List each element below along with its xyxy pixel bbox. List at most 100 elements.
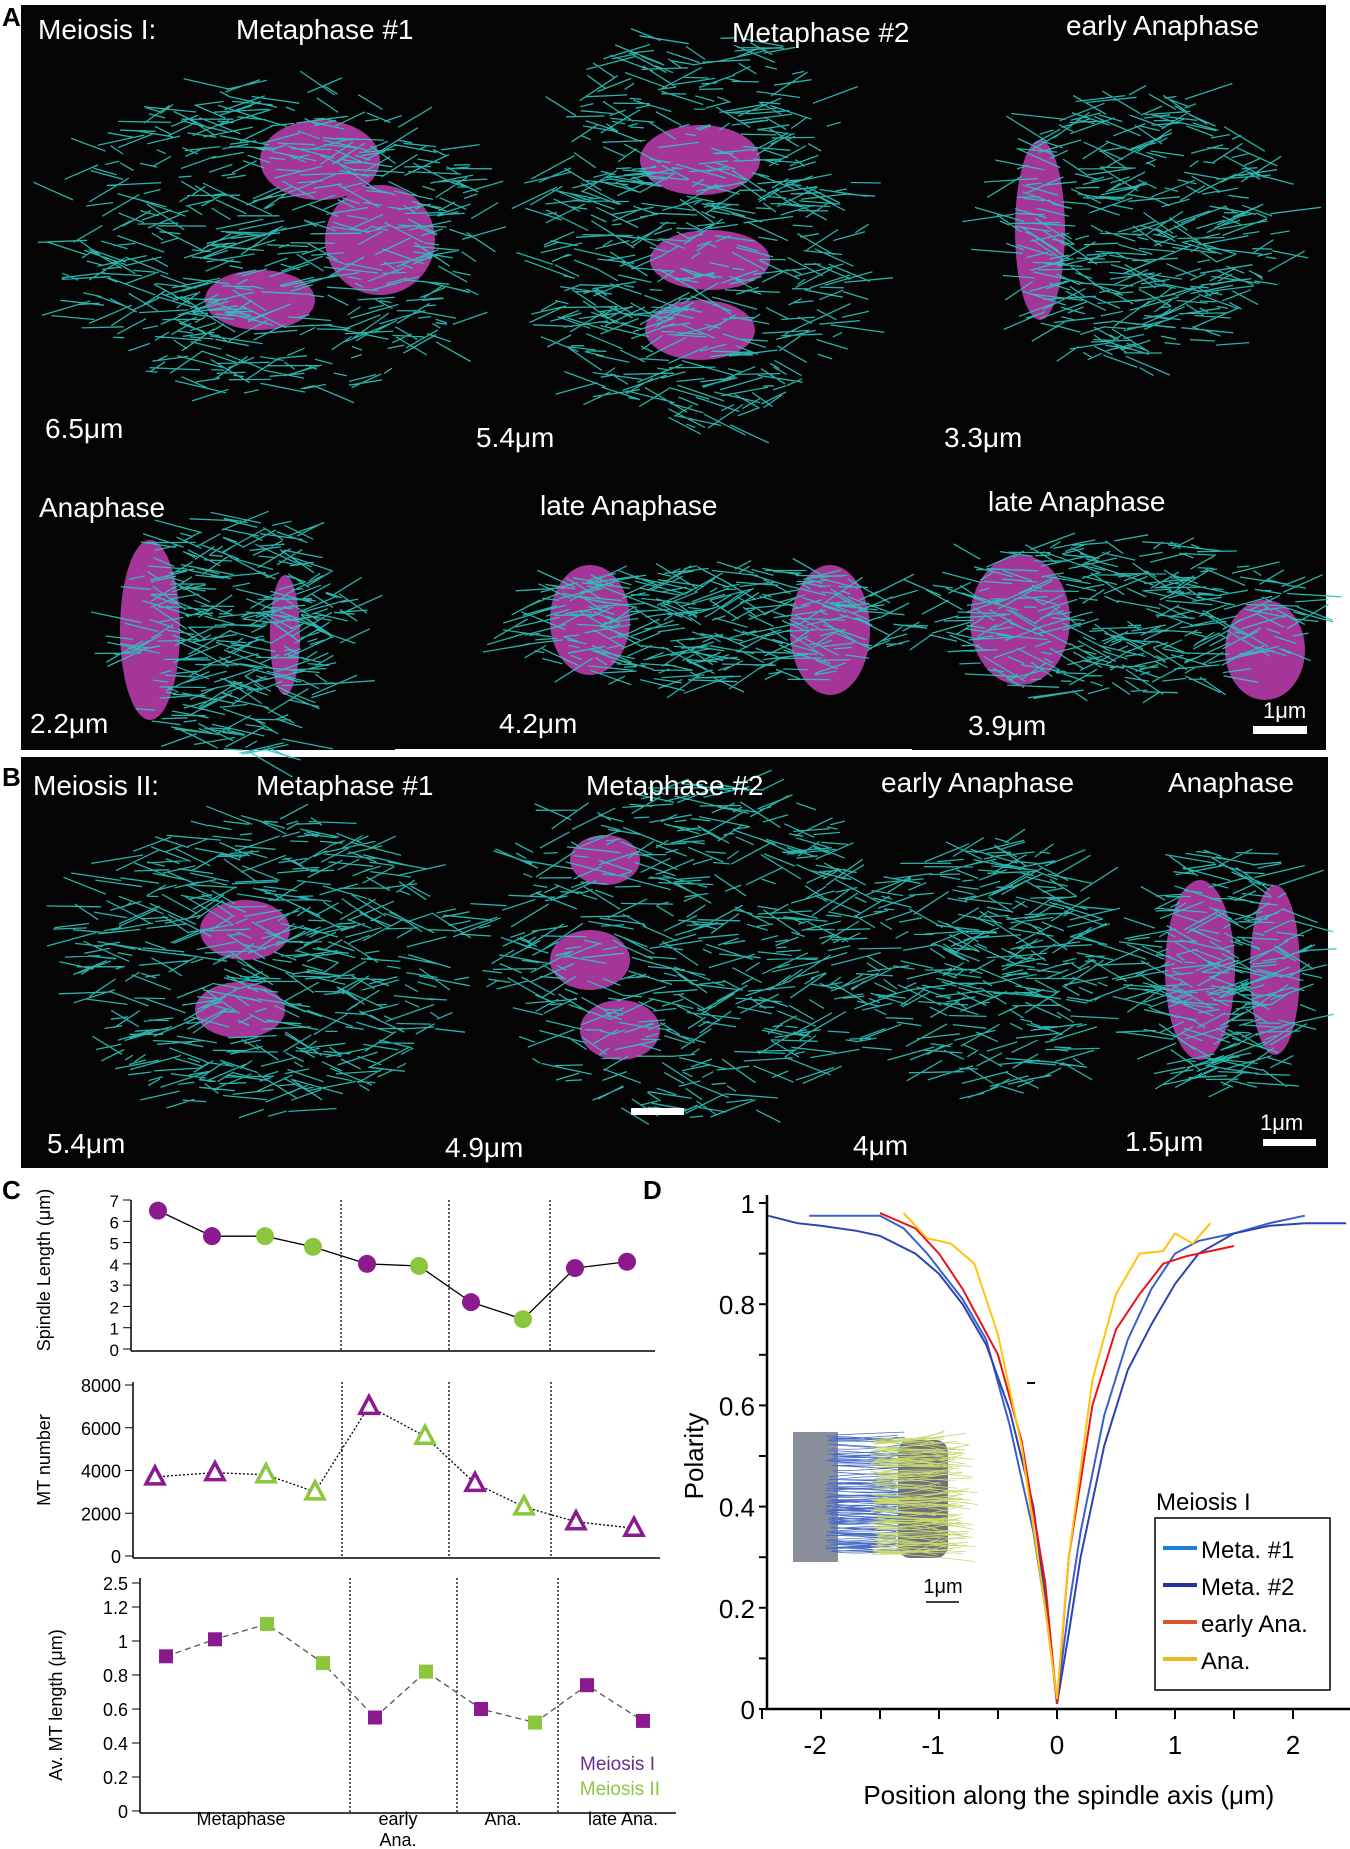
data-point [528,1715,542,1730]
y-tick-label: 6 [110,1213,119,1232]
y-axis-label: Polarity [679,1413,709,1500]
data-point [462,1293,480,1312]
y-tick-label: 8000 [81,1376,121,1396]
spindle-cell [90,510,383,778]
data-point [203,1458,227,1482]
y-tick-label: 0.2 [719,1594,755,1624]
y-tick-label: 0.6 [719,1391,755,1421]
microtubule-bundle [511,27,894,444]
y-tick-label: 5 [110,1235,119,1254]
microtubule-bundle [858,828,1150,1100]
minus-end-microtubules [824,1431,905,1554]
data-point [143,1463,167,1486]
panel-divider [395,749,912,752]
scale-bar-label: 1μm [1260,1110,1304,1135]
data-point [463,1469,487,1493]
spindle-cell [33,70,507,404]
spindle-length-label: 3.9μm [968,710,1047,741]
microtubule-bundle [33,70,507,404]
x-axis-label: Position along the spindle axis (μm) [863,1780,1274,1810]
spindle-length-label: 4.9μm [445,1132,524,1163]
spindle-length-label: 2.2μm [30,708,109,739]
x-tick-label: -2 [803,1730,826,1760]
y-tick-label: 2.5 [103,1574,128,1594]
y-axis-label: Spindle Length (μm) [34,1189,54,1351]
plus-end-microtubules [870,1429,978,1563]
data-point [419,1664,433,1679]
spindle-length-label: 3.3μm [944,422,1023,453]
microtubule-bundle [962,82,1321,377]
y-tick-label: 0 [110,1341,119,1360]
subplot-1: 0 1 2 3 4 5 6 7 Spindle Length (μm) [34,1189,655,1360]
category-label: Metaphase [196,1809,285,1829]
spindle-cell [903,532,1342,704]
panel-label-d: D [643,1175,662,1205]
chromosome-blob [1250,885,1300,1055]
microtubule-bundle [482,557,929,699]
data-point [622,1514,646,1537]
data-point [514,1310,532,1329]
panel-label-c: C [2,1175,21,1205]
y-tick-label: 6000 [81,1419,121,1439]
data-point [580,1678,594,1693]
data-point [413,1422,437,1446]
stage-label: Metaphase #1 [236,14,414,45]
legend-meiosis-i: Meiosis I [580,1754,655,1775]
chromosome-blob [650,230,770,290]
y-tick-label: 3 [110,1277,119,1296]
spindle-length-label: 5.4μm [476,422,555,453]
microtubule-bundle [1097,848,1337,1098]
y-tick-label: 7 [110,1192,119,1211]
chromosome-blob [325,185,435,295]
microtubule-bundle [46,803,501,1119]
stage-label: Anaphase [1168,767,1295,798]
data-point [512,1493,536,1516]
data-point [208,1632,222,1647]
data-point [357,1392,381,1416]
legend-meiosis-ii: Meiosis II [580,1779,660,1800]
data-point [410,1256,428,1275]
y-tick-label: 1 [118,1632,128,1652]
scale-bar [1253,726,1307,734]
series-line-ana- [902,1212,1212,1700]
panel-c-charts: 0 1 2 3 4 5 6 7 Spindle Length (μm) 0 2000 4000 6000… [34,1189,676,1849]
data-line [157,1210,628,1320]
category-label: late Ana. [588,1809,658,1829]
spindle-cell [46,803,501,1119]
meiosis-ii-title: Meiosis II: [33,770,160,801]
data-point [368,1710,382,1725]
stage-label: late Anaphase [540,490,718,521]
spindle-cell [1097,848,1337,1098]
spindle-cell [858,828,1150,1100]
scale-bar [631,1108,684,1115]
legend-entry: Ana. [1201,1648,1250,1675]
data-line [165,1623,644,1724]
data-point [304,1237,322,1256]
data-point [474,1702,488,1716]
chromosome-blob [570,835,640,885]
subplot-3: 0 0.2 0.4 0.6 0.8 1 1.2 2.5 Av. MT length (μm) Me… [46,1574,676,1849]
y-tick-label: 0.6 [103,1700,128,1720]
spindle-cell [962,82,1321,377]
spindle-cell [482,557,929,699]
y-axis-label: Av. MT length (μm) [46,1629,66,1780]
y-tick-label: 4 [110,1256,119,1275]
y-axis-label: MT number [34,1414,54,1506]
stage-label: early Anaphase [881,767,1075,798]
y-tick-label: 0.4 [103,1734,128,1754]
data-point [636,1713,650,1728]
spindle-reconstructions [33,27,1342,1125]
spindle-length-label: 4μm [853,1130,909,1161]
y-tick-label: 1.2 [103,1598,128,1618]
subplot-2: 0 2000 4000 6000 8000 MT number [34,1376,660,1567]
y-tick-label: 2 [110,1298,119,1317]
legend-title: Meiosis I [1156,1489,1251,1516]
data-point [316,1656,330,1671]
spindle-cell [460,769,924,1125]
data-point [260,1617,274,1631]
spindle-length-label: 5.4μm [47,1128,126,1159]
data-point [159,1649,173,1664]
data-point [358,1254,376,1273]
stage-label: early Anaphase [1066,10,1260,41]
y-tick-label: 0 [118,1802,128,1822]
